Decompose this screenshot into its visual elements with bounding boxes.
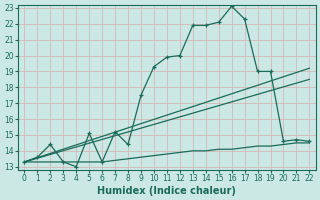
X-axis label: Humidex (Indice chaleur): Humidex (Indice chaleur) — [98, 186, 236, 196]
